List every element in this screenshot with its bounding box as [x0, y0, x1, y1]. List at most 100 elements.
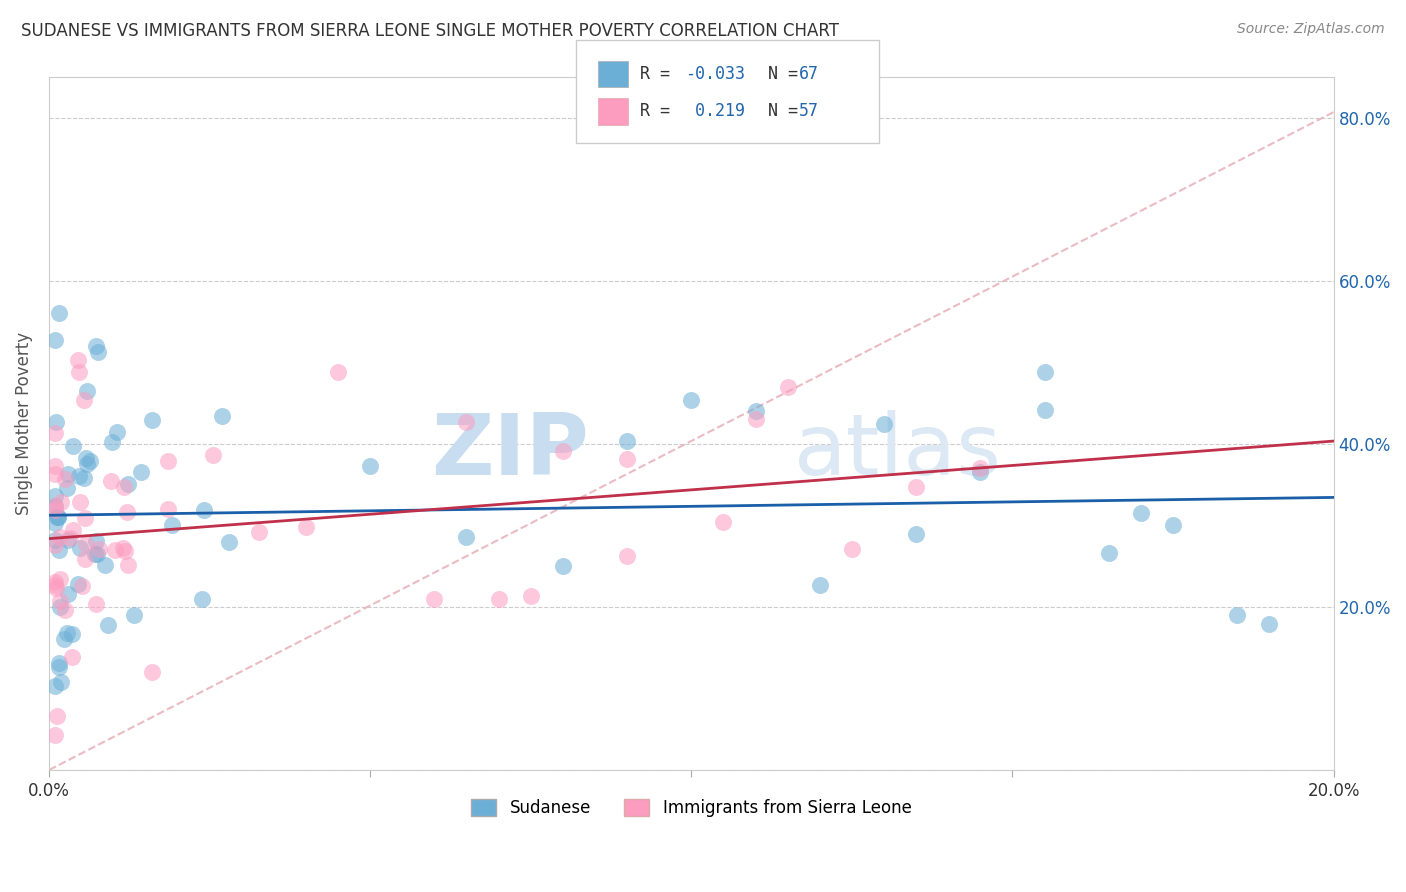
Point: [56, 467, 79, 482]
Point: [48, 660, 70, 674]
Point: [44, 538, 66, 552]
Point: [808, 577, 831, 591]
Point: [44, 459, 66, 474]
Point: [72, 579, 94, 593]
Point: [48, 530, 70, 544]
Point: [84, 598, 107, 612]
Point: [69, 541, 91, 555]
Point: [193, 502, 215, 516]
Point: [73, 393, 96, 408]
Point: [67, 576, 90, 591]
Point: [75, 537, 97, 551]
Point: [162, 518, 184, 533]
Point: [969, 465, 991, 479]
Point: [744, 404, 766, 418]
Point: [218, 534, 240, 549]
Point: [44, 577, 66, 591]
Point: [156, 454, 179, 468]
Point: [86, 344, 108, 359]
Point: [79, 454, 101, 468]
Point: [681, 393, 703, 408]
Point: [48, 656, 70, 670]
Text: N =: N =: [748, 103, 808, 120]
Point: [62, 627, 84, 641]
Point: [114, 480, 136, 494]
Point: [44, 499, 66, 513]
Point: [44, 489, 66, 503]
Point: [873, 417, 896, 431]
Point: [62, 439, 84, 453]
Point: [551, 443, 574, 458]
Point: [1129, 506, 1152, 520]
Point: [191, 592, 214, 607]
Point: [104, 542, 127, 557]
Point: [456, 529, 478, 543]
Point: [776, 380, 799, 394]
Text: R =: R =: [640, 65, 679, 83]
Point: [295, 520, 318, 534]
Point: [75, 551, 97, 566]
Text: Source: ZipAtlas.com: Source: ZipAtlas.com: [1237, 22, 1385, 37]
Point: [1033, 402, 1056, 417]
Point: [75, 510, 97, 524]
Point: [117, 558, 139, 573]
Point: [423, 591, 446, 606]
Point: [359, 459, 381, 474]
Point: [44, 426, 66, 441]
Point: [551, 559, 574, 574]
Text: atlas: atlas: [794, 410, 1002, 493]
Legend: Sudanese, Immigrants from Sierra Leone: Sudanese, Immigrants from Sierra Leone: [464, 792, 918, 824]
Point: [1033, 366, 1056, 380]
Point: [48, 594, 70, 608]
Point: [46, 510, 69, 524]
Point: [45, 582, 67, 596]
Text: -0.033: -0.033: [685, 65, 745, 83]
Point: [55, 481, 77, 495]
Point: [94, 558, 117, 573]
Point: [45, 509, 67, 524]
Point: [112, 541, 135, 555]
Point: [456, 415, 478, 429]
Point: [44, 333, 66, 347]
Text: 0.219: 0.219: [685, 103, 745, 120]
Point: [59, 532, 82, 546]
Point: [101, 435, 124, 450]
Point: [117, 477, 139, 491]
Point: [73, 471, 96, 485]
Point: [45, 415, 67, 429]
Point: [48, 542, 70, 557]
Point: [326, 365, 349, 379]
Point: [56, 587, 79, 601]
Point: [44, 467, 66, 482]
Point: [53, 603, 76, 617]
Point: [616, 549, 638, 564]
Point: [44, 500, 66, 514]
Point: [713, 515, 735, 529]
Point: [247, 525, 270, 540]
Text: 67: 67: [799, 65, 818, 83]
Point: [44, 727, 66, 741]
Text: 57: 57: [799, 103, 818, 120]
Point: [51, 674, 73, 689]
Point: [969, 460, 991, 475]
Point: [141, 413, 163, 427]
Text: ZIP: ZIP: [430, 410, 589, 493]
Point: [156, 502, 179, 516]
Point: [488, 591, 510, 606]
Point: [44, 502, 66, 516]
Text: R =: R =: [640, 103, 679, 120]
Point: [616, 434, 638, 448]
Point: [76, 457, 98, 471]
Point: [744, 411, 766, 425]
Text: SUDANESE VS IMMIGRANTS FROM SIERRA LEONE SINGLE MOTHER POVERTY CORRELATION CHART: SUDANESE VS IMMIGRANTS FROM SIERRA LEONE…: [21, 22, 839, 40]
Point: [69, 495, 91, 509]
Text: N =: N =: [748, 65, 808, 83]
Point: [201, 449, 224, 463]
Point: [97, 618, 120, 632]
Point: [1226, 608, 1249, 623]
Point: [60, 650, 83, 665]
Point: [105, 425, 128, 439]
Point: [67, 352, 90, 367]
Point: [1098, 545, 1121, 559]
Point: [114, 543, 136, 558]
